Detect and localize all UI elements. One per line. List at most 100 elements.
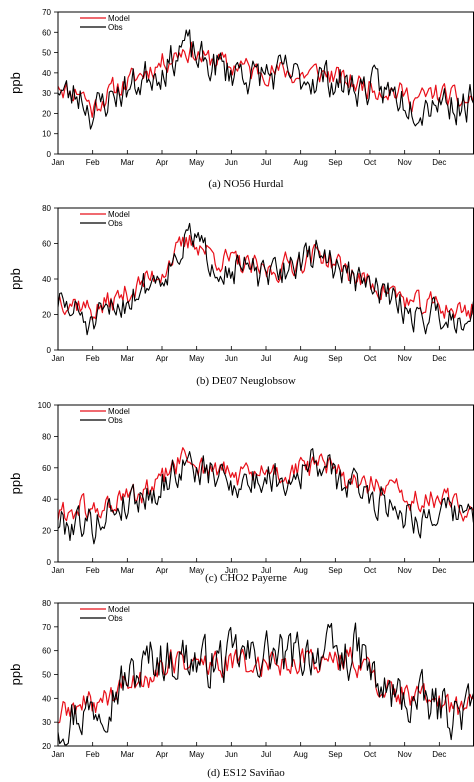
x-tick-label: Jun (225, 158, 238, 167)
chart-panel-1: 0 10 20 30 40 50 60 70 Jan Feb Mar Apr May Jun Jul Aug S… (8, 8, 474, 190)
x-tick-label: Sep (328, 158, 343, 167)
x-tick-label: Apr (156, 750, 169, 759)
obs-legend-label: Obs (108, 614, 123, 623)
x-tick-label: Feb (86, 354, 100, 363)
x-tick-label: Jun (225, 566, 238, 575)
x-tick-label: Jun (225, 354, 238, 363)
y-axis-label: ppb (8, 268, 23, 290)
x-tick-label: Apr (156, 158, 169, 167)
x-tick-label: Sep (328, 566, 343, 575)
y-tick-label: 20 (42, 527, 51, 536)
obs-series-line (57, 448, 474, 545)
x-tick-label: Nov (398, 158, 412, 167)
x-tick-label: Aug (294, 750, 308, 759)
x-tick-label: Jun (225, 750, 238, 759)
obs-series-line (57, 29, 474, 130)
panel-caption: (d) ES12 Saviñao (207, 767, 285, 779)
y-tick-label: 80 (42, 204, 51, 213)
x-tick-label: Nov (398, 354, 412, 363)
y-tick-label: 40 (42, 275, 51, 284)
model-legend-label: Model (108, 210, 130, 219)
y-tick-label: 80 (42, 599, 51, 608)
x-tick-label: Dec (432, 750, 446, 759)
panel-caption: (a) NO56 Hurdal (208, 178, 283, 190)
y-tick-label: 0 (47, 150, 52, 159)
obs-legend-label: Obs (108, 23, 123, 32)
y-tick-label: 40 (42, 694, 51, 703)
y-tick-label: 50 (42, 671, 51, 680)
x-tick-label: Nov (398, 750, 412, 759)
x-tick-label: Mar (120, 566, 134, 575)
x-tick-label: Mar (120, 750, 134, 759)
x-tick-label: Jan (52, 354, 65, 363)
y-tick-label: 40 (42, 495, 51, 504)
chart-panel-2: 0 20 40 60 80 Jan Feb Mar Apr May Jun Jul Aug Sep Oct N… (8, 204, 474, 387)
y-axis-label: ppb (8, 72, 23, 94)
x-tick-label: Feb (86, 158, 100, 167)
chart-panel-3: 0 20 40 60 80 100 Jan Feb Mar Apr May Jun Jul Aug Sep O… (8, 401, 474, 584)
x-tick-label: Jul (261, 566, 271, 575)
x-tick-label: Mar (120, 158, 134, 167)
x-tick-label: Dec (432, 158, 446, 167)
plot-frame (57, 404, 474, 563)
model-legend-label: Model (108, 605, 130, 614)
x-tick-label: Feb (86, 566, 100, 575)
x-tick-label: May (189, 566, 204, 575)
y-tick-label: 10 (42, 130, 51, 139)
panel-caption: (b) DE07 Neuglobsow (196, 375, 296, 387)
x-tick-label: Aug (294, 354, 308, 363)
y-tick-label: 20 (42, 742, 51, 751)
model-series-line (57, 447, 474, 522)
y-tick-label: 60 (42, 647, 51, 656)
obs-series-line (57, 222, 474, 336)
y-axis-label: ppb (8, 664, 23, 686)
y-tick-label: 30 (42, 89, 51, 98)
x-tick-label: May (189, 750, 204, 759)
x-tick-label: Aug (294, 566, 308, 575)
x-tick-label: May (189, 354, 204, 363)
x-tick-label: Jan (52, 566, 65, 575)
y-axis-label: ppb (8, 473, 23, 495)
model-series-line (57, 234, 474, 321)
y-tick-label: 70 (42, 623, 51, 632)
model-legend-label: Model (108, 14, 130, 23)
model-legend-label: Model (108, 407, 130, 416)
y-tick-label: 60 (42, 240, 51, 249)
obs-series-line (57, 622, 474, 746)
x-tick-label: Nov (398, 566, 412, 575)
x-tick-label: Jan (52, 158, 65, 167)
chart-panel-4: 20 30 40 50 60 70 80 Jan Feb Mar Apr May Jun Jul Aug Se… (8, 599, 474, 779)
x-tick-label: Jan (52, 750, 65, 759)
y-tick-label: 40 (42, 69, 51, 78)
x-tick-label: Aug (294, 158, 308, 167)
x-tick-label: Apr (156, 354, 169, 363)
y-tick-label: 60 (42, 464, 51, 473)
x-tick-label: Mar (120, 354, 134, 363)
x-tick-label: Dec (432, 566, 446, 575)
x-tick-label: Apr (156, 566, 169, 575)
x-tick-label: May (189, 158, 204, 167)
panel-caption: (c) CHO2 Payerne (205, 572, 287, 584)
plot-frame (57, 207, 474, 351)
model-series-line (57, 41, 474, 118)
obs-legend-label: Obs (108, 416, 123, 425)
x-tick-label: Oct (364, 158, 377, 167)
x-tick-label: Oct (364, 354, 377, 363)
y-tick-label: 60 (42, 28, 51, 37)
y-tick-label: 50 (42, 49, 51, 58)
y-tick-label: 20 (42, 109, 51, 118)
x-tick-label: Jul (261, 158, 271, 167)
x-tick-label: Feb (86, 750, 100, 759)
x-tick-label: Jul (261, 750, 271, 759)
y-tick-label: 80 (42, 432, 51, 441)
plot-frame (57, 11, 474, 155)
x-tick-label: Sep (328, 354, 343, 363)
y-tick-label: 100 (38, 401, 52, 410)
x-tick-label: Sep (328, 750, 343, 759)
y-tick-label: 0 (47, 558, 52, 567)
y-tick-label: 20 (42, 311, 51, 320)
obs-legend-label: Obs (108, 219, 123, 228)
x-tick-label: Oct (364, 750, 377, 759)
y-tick-label: 30 (42, 718, 51, 727)
